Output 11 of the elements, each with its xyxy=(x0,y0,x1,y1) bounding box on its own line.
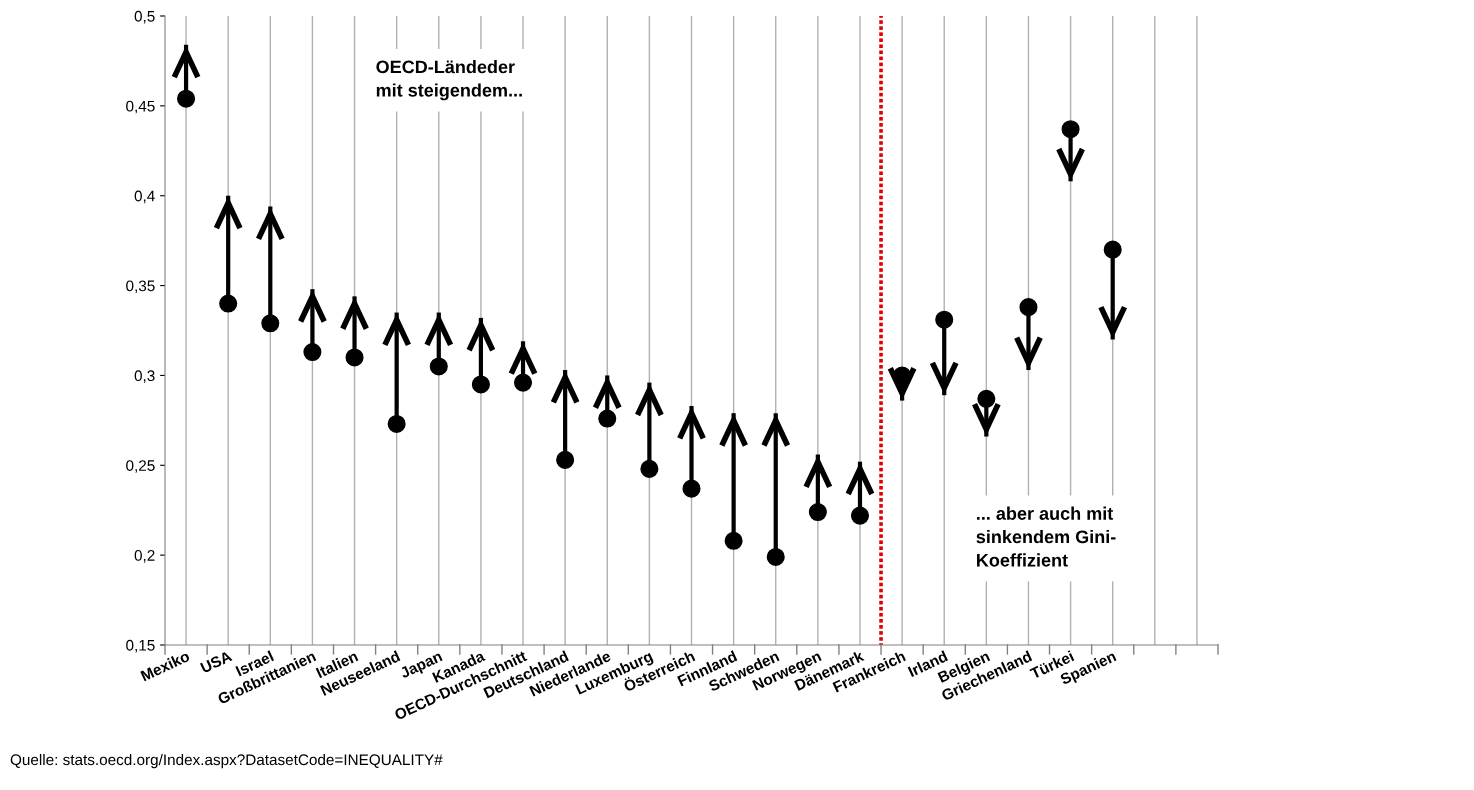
annotation: OECD-Ländeder mit steigendem... xyxy=(376,60,522,101)
y-tick-label: 0,35 xyxy=(126,280,155,294)
y-tick-label: 0,3 xyxy=(134,370,155,383)
y-tick-label: 0,2 xyxy=(134,550,155,563)
annotation: ... aber auch mit sinkendem Gini- Koeffizient xyxy=(976,506,1116,567)
y-tick-label: 0,5 xyxy=(134,10,155,24)
y-tick-label: 0,15 xyxy=(126,639,155,653)
y-tick-label: 0,45 xyxy=(126,100,155,114)
y-tick-label: 0,25 xyxy=(126,460,155,473)
source-note: Quelle: stats.oecd.org/Index.aspx?DatasetCode=INEQUALITY# xyxy=(10,753,443,769)
y-tick-label: 0,4 xyxy=(134,190,155,204)
